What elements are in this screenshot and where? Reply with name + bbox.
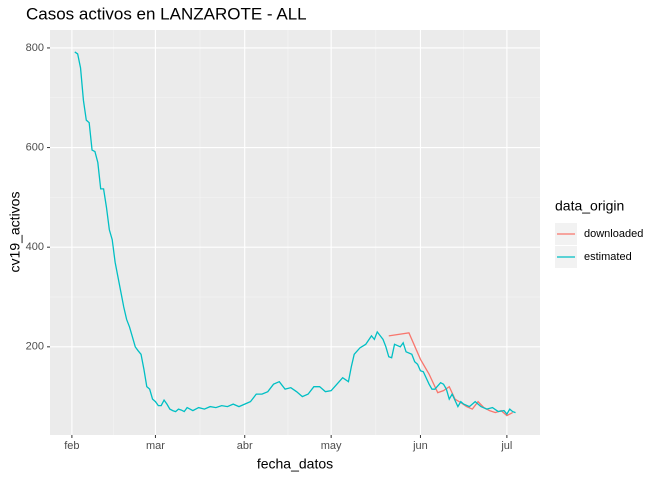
y-tick-label: 800 [26, 42, 44, 54]
x-tick-label: feb [64, 440, 79, 452]
y-axis-title: cv19_activos [7, 192, 23, 273]
panel [50, 30, 540, 435]
x-tick-label: jul [500, 440, 512, 452]
x-tick-label: mar [146, 440, 165, 452]
y-tick-label: 200 [26, 341, 44, 353]
legend-label: downloaded [584, 228, 643, 240]
x-tick-label: may [321, 440, 342, 452]
x-tick-label: abr [237, 440, 253, 452]
x-axis-title: fecha_datos [257, 456, 333, 472]
x-tick-label: jun [412, 440, 428, 452]
y-tick-label: 400 [26, 241, 44, 253]
legend-title: data_origin [555, 198, 624, 214]
y-tick-label: 600 [26, 141, 44, 153]
legend-label: estimated [584, 251, 632, 263]
chart-title: Casos activos en LANZAROTE - ALL [26, 4, 307, 23]
line-series [74, 51, 516, 416]
